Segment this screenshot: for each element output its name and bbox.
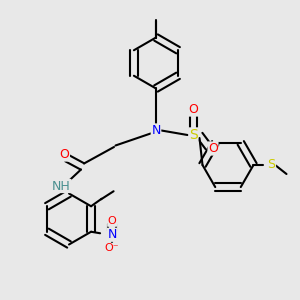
Text: O: O xyxy=(108,216,116,226)
Text: O: O xyxy=(208,142,218,155)
Text: S: S xyxy=(268,158,275,172)
Text: S: S xyxy=(189,128,198,142)
Text: O: O xyxy=(189,103,198,116)
Text: N: N xyxy=(151,124,161,137)
Text: O: O xyxy=(60,148,69,161)
Text: NH: NH xyxy=(52,179,71,193)
Text: N: N xyxy=(107,228,117,241)
Text: O⁻: O⁻ xyxy=(105,243,119,253)
